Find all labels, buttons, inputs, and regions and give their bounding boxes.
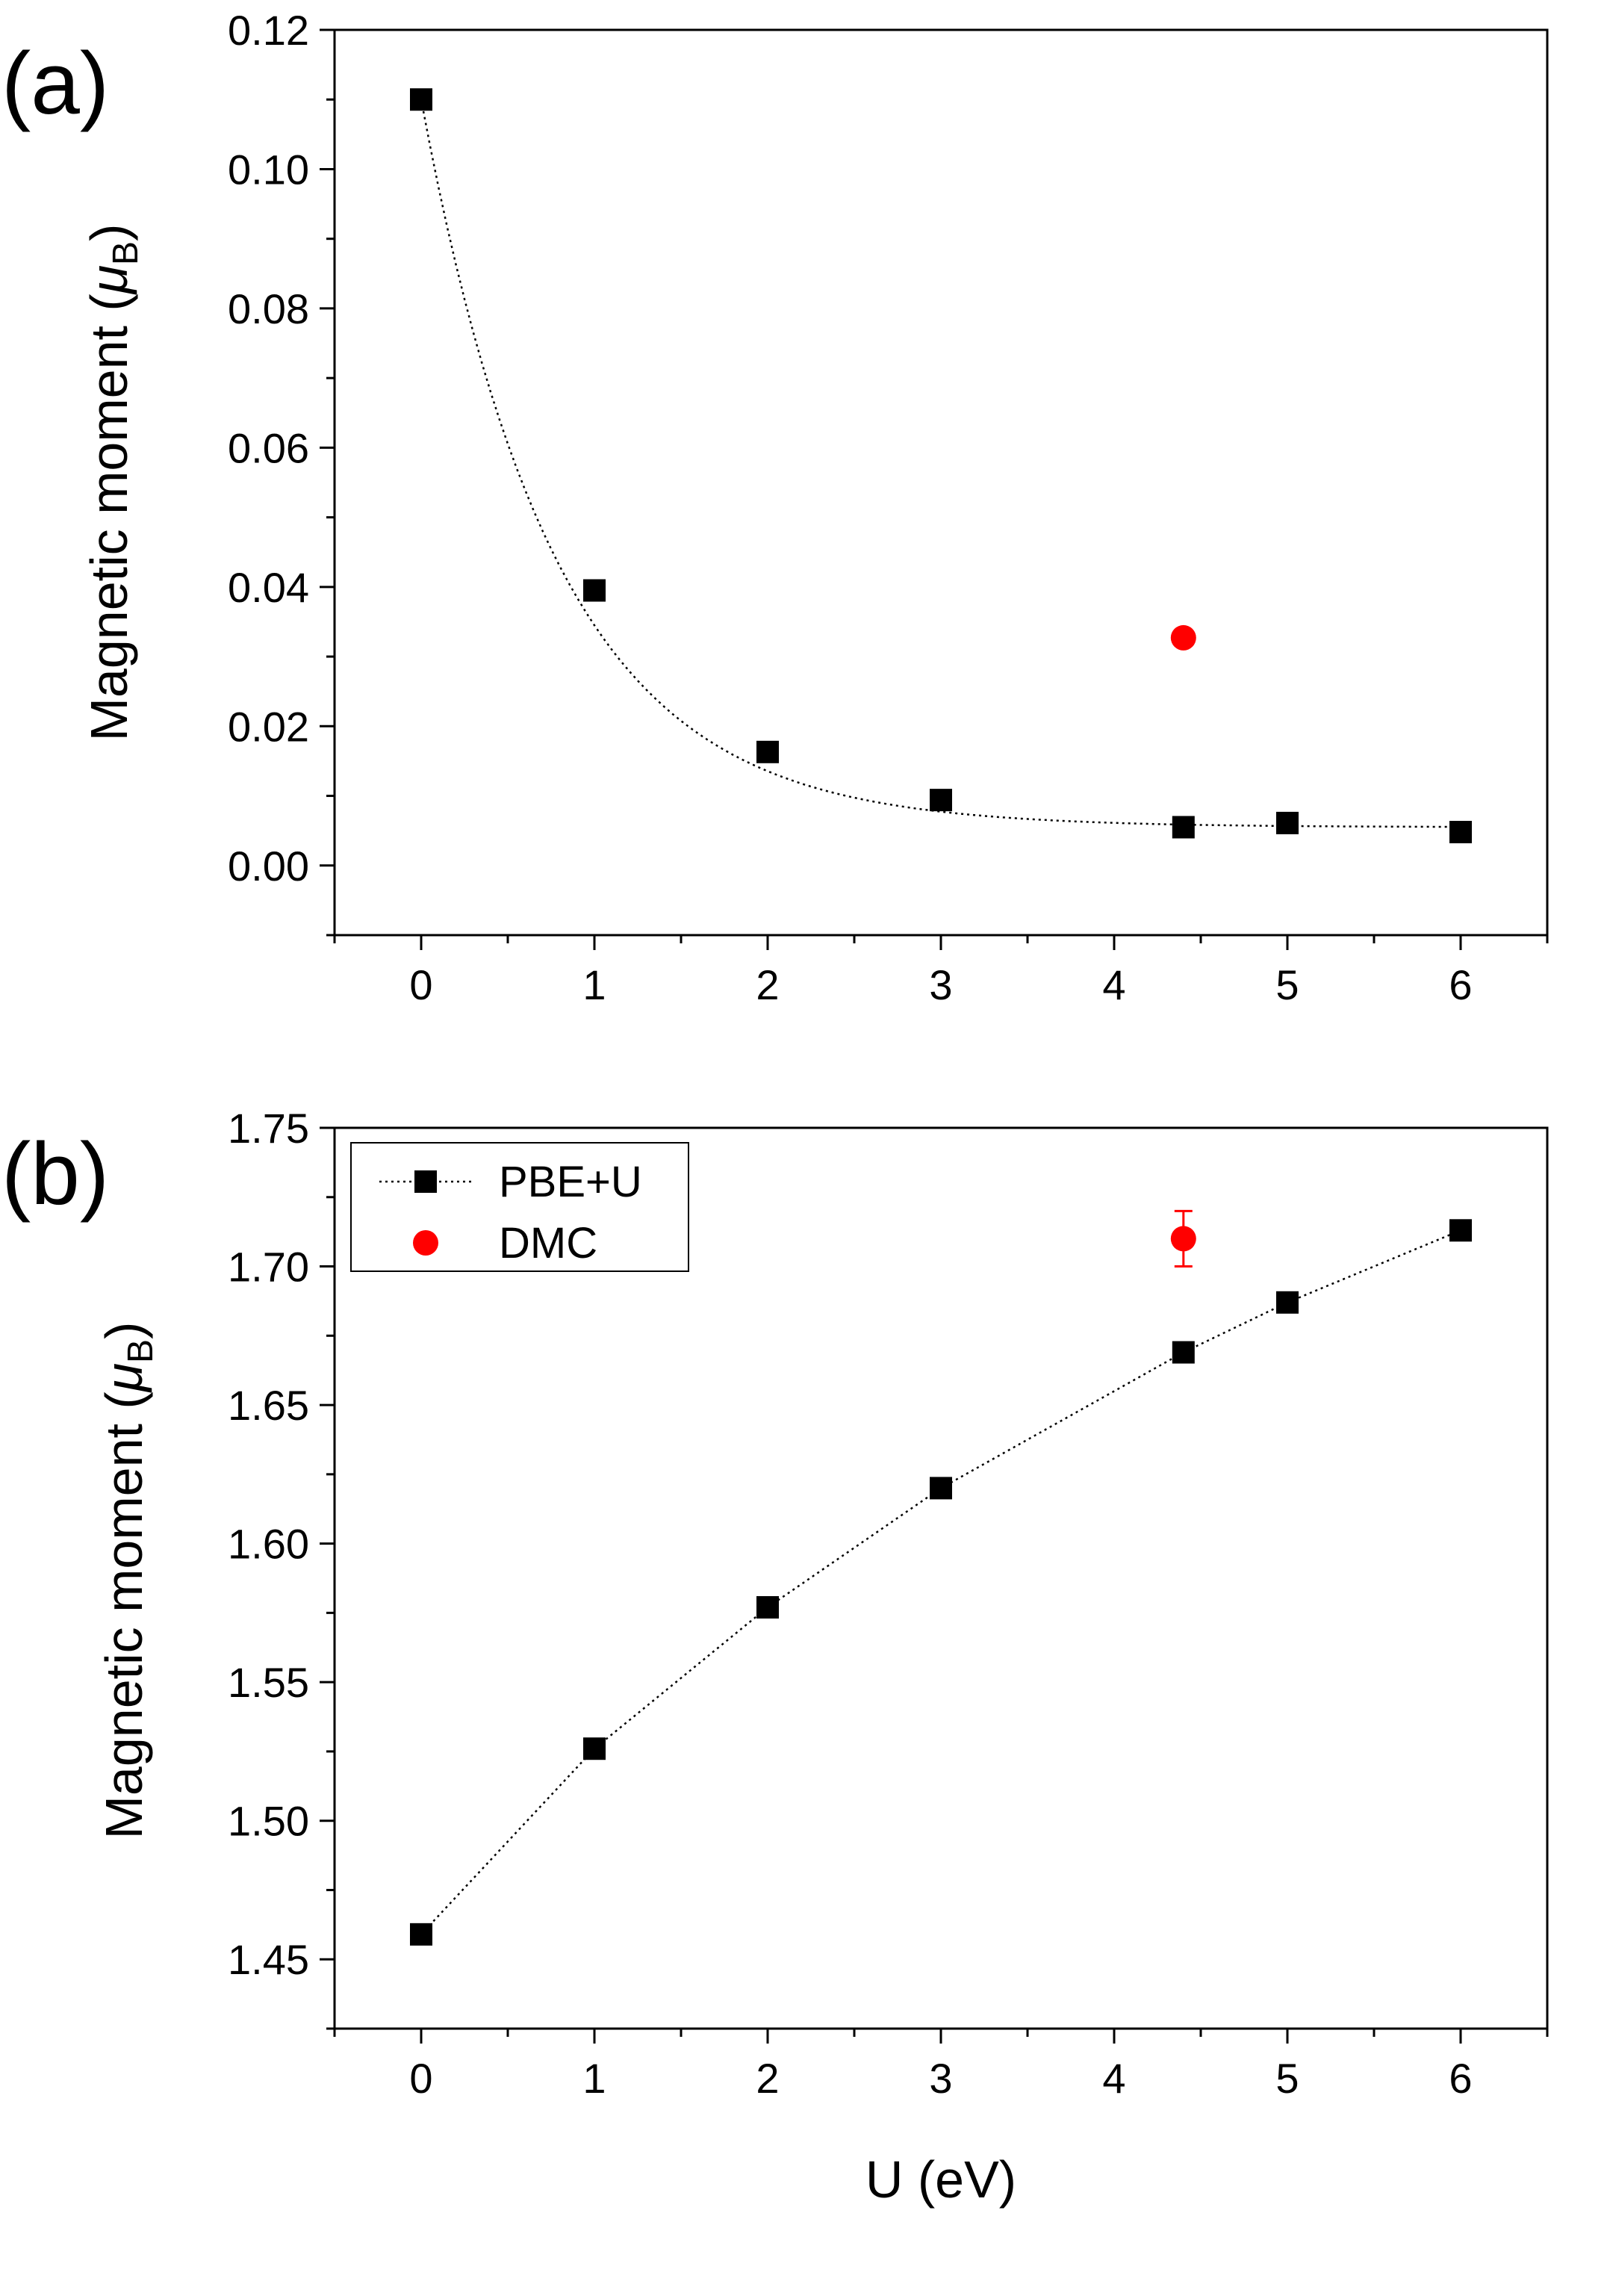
y-axis-title-close: ) [80,224,138,241]
y-tick-label: 0.00 [228,843,309,890]
panel-b: 0 1 2 3 4 5 6 1.45 1.50 1.55 1.60 1.65 1.70 1.75 Magne… [1,1105,1549,2209]
y-tick-label: 0.04 [228,564,309,611]
data-point-square [930,789,952,812]
panel-a: 0 1 2 3 4 5 6 0.00 0.02 0.04 0.06 0.08 0.10 0.12 Magne… [1,7,1549,1008]
y-tick-label: 1.45 [228,1936,309,1983]
data-point-square [583,1737,606,1760]
data-point-square [756,1595,779,1619]
y-tick-label: 1.50 [228,1798,309,1845]
data-point-square [1172,1341,1195,1364]
y-axis-title-sub: B [121,1339,161,1363]
legend-marker-square [414,1170,437,1193]
data-point-square [930,1477,952,1500]
x-tick-label: 5 [1275,961,1299,1008]
legend-label: PBE+U [499,1158,642,1206]
y-axis-title-mu: μ [80,265,138,295]
panel-label: (a) [1,34,109,133]
y-tick-label: 1.70 [228,1244,309,1291]
panel-label: (b) [1,1125,109,1223]
y-tick-label: 1.65 [228,1382,309,1429]
data-point-circle [1170,1226,1196,1252]
y-axis-title-close: ) [95,1322,153,1339]
y-axis-title: Magnetic moment (μB) [80,224,146,742]
x-tick-label: 3 [929,2055,952,2102]
legend-marker-circle [413,1230,438,1256]
x-tick-label: 6 [1449,2055,1472,2102]
x-tick-label: 6 [1449,961,1472,1008]
y-axis-title-text: Magnetic moment ( [80,294,138,741]
fit-curve-line [420,99,1461,828]
y-tick-label: 0.08 [228,285,309,332]
y-tick-label: 1.75 [228,1105,309,1152]
data-point-square [1449,1219,1472,1242]
data-point-square [1276,811,1299,834]
data-point-square [1276,1291,1299,1314]
x-tick-label: 4 [1102,961,1125,1008]
x-tick-label: 0 [409,2055,432,2102]
x-axis-title: U (eV) [865,2150,1016,2209]
y-tick-label: 0.12 [228,7,309,54]
y-tick-label: 0.06 [228,424,309,471]
x-tick-label: 2 [756,961,779,1008]
legend-box [350,1142,689,1272]
series-line [420,1229,1461,1935]
data-point-square [1449,821,1472,844]
y-tick-label: 0.10 [228,146,309,193]
data-point-circle [1170,624,1196,651]
x-tick-label: 2 [756,2055,779,2102]
data-point-square [756,740,779,763]
legend-label: DMC [499,1219,597,1268]
y-axis-title-text: Magnetic moment ( [95,1391,153,1839]
y-axis-title-mu: μ [95,1363,153,1393]
data-point-square [583,579,606,602]
y-tick-label: 0.02 [228,703,309,750]
x-tick-label: 4 [1102,2055,1125,2102]
y-axis-title-sub: B [106,241,146,265]
y-axis-title: Magnetic moment (μB) [95,1322,161,1840]
x-tick-label: 0 [409,961,432,1008]
x-tick-label: 1 [582,2055,606,2102]
data-point-square [1172,816,1195,839]
data-point-square [410,88,432,111]
y-tick-label: 1.60 [228,1521,309,1568]
data-point-square [410,1923,432,1946]
y-tick-label: 1.55 [228,1659,309,1706]
x-tick-label: 5 [1275,2055,1299,2102]
x-tick-label: 1 [582,961,606,1008]
x-tick-label: 3 [929,961,952,1008]
